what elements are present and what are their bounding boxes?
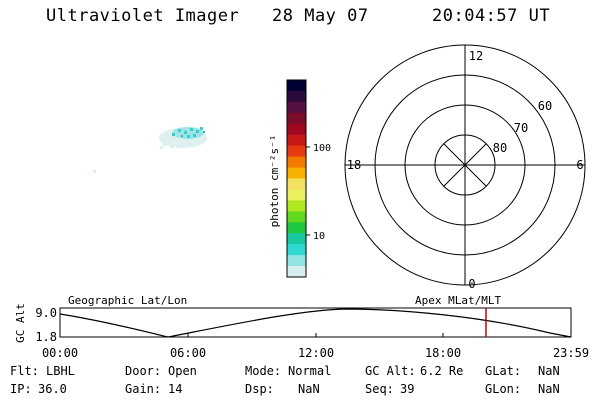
- colorbar-swatch: [287, 255, 306, 267]
- mode-value: Normal: [288, 364, 332, 378]
- orbit-panel: Geographic Lat/Lon Apex MLat/MLT GC Alt …: [14, 294, 589, 360]
- glon-label: GLon:: [485, 382, 522, 396]
- mlt-label-6: 6: [576, 158, 583, 172]
- orbit-right-label: Apex MLat/MLT: [415, 294, 501, 307]
- orbit-x-tick-2359: 23:59: [553, 346, 589, 360]
- lat-label-80: 80: [493, 141, 507, 155]
- colorbar-tick-label-100: 100: [313, 143, 331, 154]
- glat-value: NaN: [538, 364, 560, 378]
- colorbar-swatch: [287, 101, 306, 114]
- colorbar-swatch: [287, 145, 306, 158]
- seq-value: 39: [400, 382, 415, 396]
- colorbar-swatch: [287, 167, 306, 180]
- colorbar: [286, 79, 307, 278]
- polar-grid: [344, 44, 586, 286]
- header: Ultraviolet Imager 28 May 07 20:04:57 UT: [0, 6, 600, 30]
- colorbar-swatch: [287, 134, 306, 147]
- colorbar-swatch: [287, 189, 306, 201]
- colorbar-tick-label-10: 10: [313, 231, 325, 242]
- colorbar-swatch: [287, 266, 306, 278]
- glat-label: GLat:: [485, 364, 522, 378]
- flt-value: LBHL: [46, 364, 75, 378]
- instrument-title: Ultraviolet Imager: [46, 6, 240, 26]
- gain-value: 14: [168, 382, 183, 396]
- door-label: Door:: [125, 364, 162, 378]
- orbit-x-tick-1800: 18:00: [425, 346, 461, 360]
- ip-label: IP:: [10, 382, 32, 396]
- orbit-y-axis-title: GC Alt: [14, 303, 27, 343]
- mlt-label-12: 12: [469, 49, 483, 63]
- orbit-left-label: Geographic Lat/Lon: [68, 294, 187, 307]
- colorbar-unit-label: photon cm⁻²s⁻¹: [268, 135, 281, 228]
- mlt-label-18: 18: [347, 158, 361, 172]
- colorbar-swatch: [287, 112, 306, 125]
- colorbar-frame: [286, 79, 307, 278]
- dsp-value: NaN: [298, 382, 320, 396]
- ip-value: 36.0: [38, 382, 67, 396]
- colorbar-swatch: [287, 80, 306, 92]
- observation-date: 28 May 07: [272, 6, 369, 26]
- colorbar-swatch: [287, 178, 306, 191]
- colorbar-swatch: [287, 244, 306, 256]
- mlt-label-0: 0: [468, 277, 475, 291]
- observation-time: 20:04:57 UT: [432, 6, 551, 26]
- orbit-y-tick-max: 9.0: [35, 306, 57, 320]
- aurora-image: [93, 127, 207, 173]
- orbit-x-ticks: [187, 333, 444, 337]
- colorbar-swatch: [287, 123, 306, 136]
- dsp-label: Dsp:: [245, 382, 274, 396]
- flt-label: Flt:: [10, 364, 39, 378]
- colorbar-swatch: [287, 222, 306, 234]
- glon-value: NaN: [538, 382, 560, 396]
- polar-diagonal-2: [443, 143, 487, 187]
- orbit-x-tick-0600: 06:00: [170, 346, 206, 360]
- door-value: Open: [168, 364, 197, 378]
- colorbar-swatch: [287, 90, 306, 103]
- orbit-x-tick-0000: 00:00: [42, 346, 78, 360]
- altitude-curve: [59, 308, 572, 338]
- orbit-y-tick-min: 1.8: [35, 330, 57, 344]
- orbit-x-tick-1200: 12:00: [298, 346, 334, 360]
- colorbar-swatch: [287, 233, 306, 245]
- lat-label-60: 60: [538, 99, 552, 113]
- colorbar-swatch: [287, 156, 306, 169]
- gain-label: Gain:: [125, 382, 162, 396]
- lat-label-70: 70: [514, 121, 528, 135]
- seq-label: Seq:: [365, 382, 394, 396]
- gcalt-label: GC Alt:: [365, 364, 416, 378]
- colorbar-swatch: [287, 211, 306, 223]
- gcalt-value: 6.2 Re: [420, 364, 464, 378]
- orbit-plot-frame: [59, 307, 572, 338]
- mode-label: Mode:: [245, 364, 282, 378]
- image-panel: 100 10 photon cm⁻²s⁻¹ 12 18 6 0 60 70 80: [93, 44, 586, 291]
- colorbar-swatch: [287, 200, 306, 212]
